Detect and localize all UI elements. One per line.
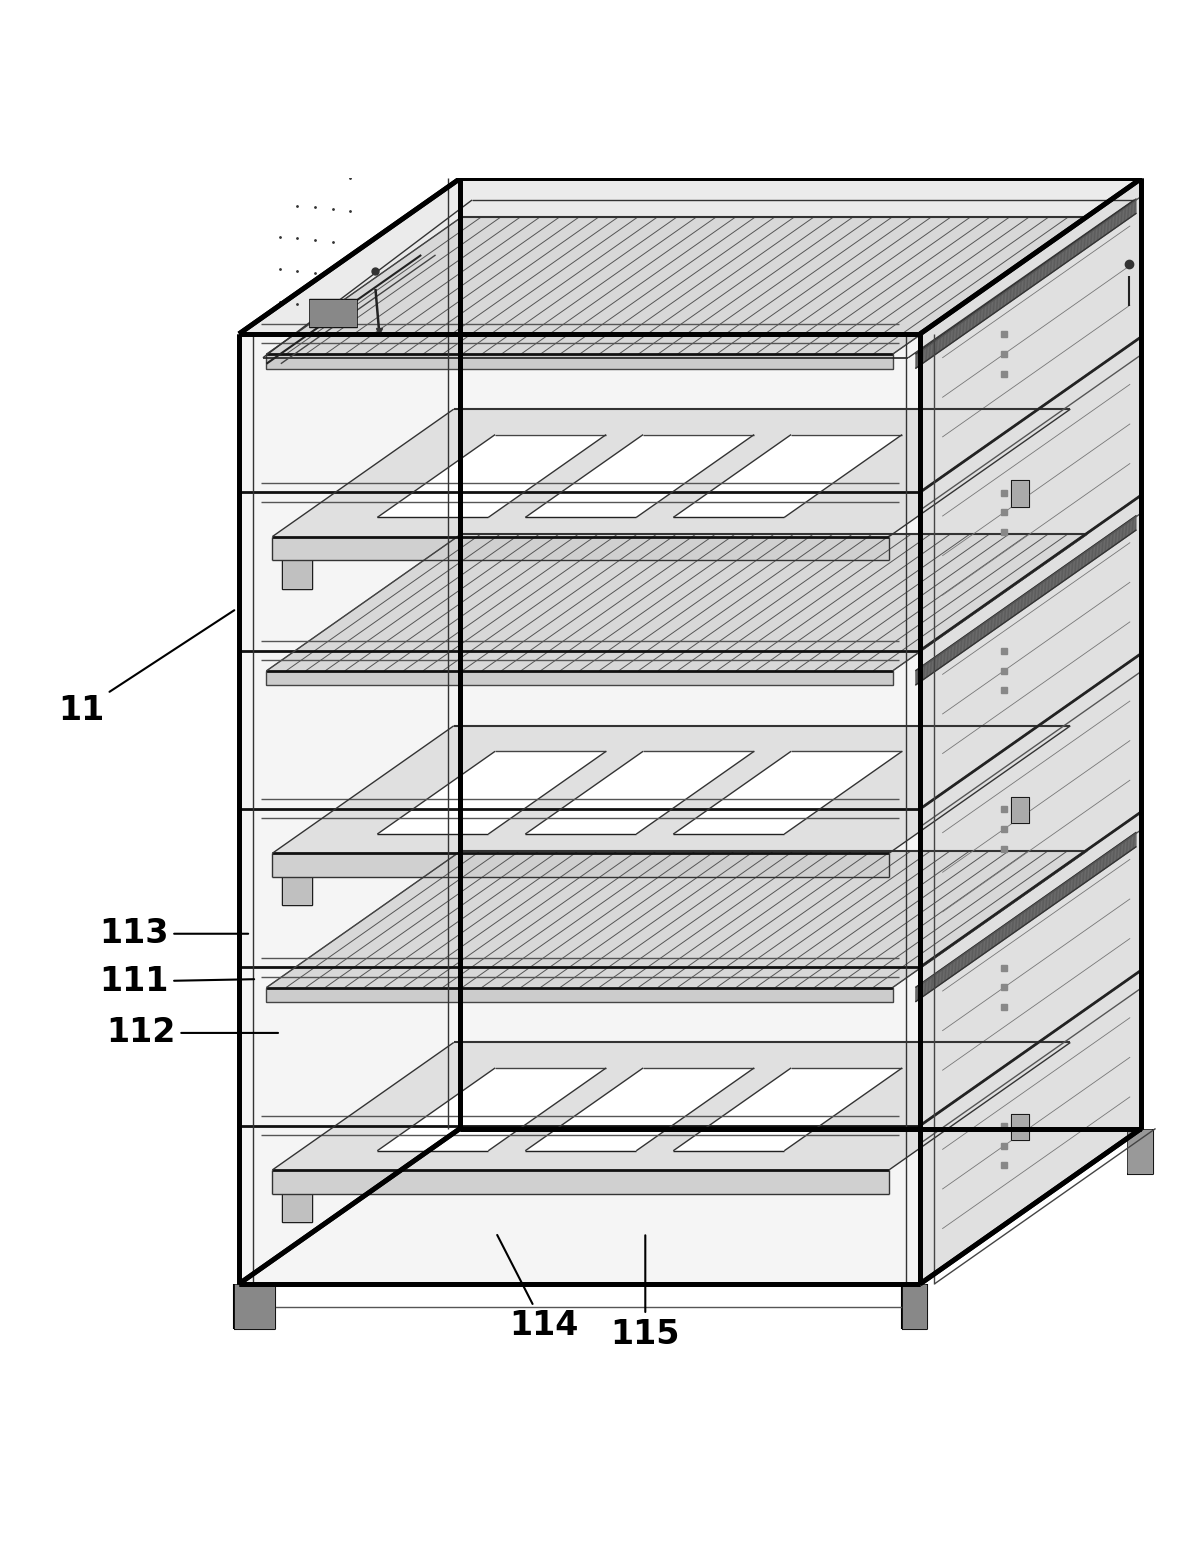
Polygon shape [234, 1284, 275, 1329]
Polygon shape [673, 751, 902, 833]
Polygon shape [272, 410, 1071, 537]
Polygon shape [282, 1193, 312, 1221]
Polygon shape [272, 726, 1071, 854]
Text: 111: 111 [99, 965, 255, 998]
Text: 112: 112 [106, 1017, 278, 1049]
Polygon shape [266, 354, 893, 368]
Text: 114: 114 [497, 1235, 578, 1342]
Polygon shape [282, 877, 312, 905]
Polygon shape [673, 1068, 902, 1150]
Polygon shape [915, 832, 1136, 1003]
Polygon shape [282, 560, 312, 588]
Polygon shape [902, 1284, 927, 1329]
Polygon shape [1011, 798, 1029, 824]
Polygon shape [920, 178, 1141, 1284]
Polygon shape [272, 854, 889, 877]
Polygon shape [378, 751, 606, 833]
Polygon shape [272, 1170, 889, 1193]
Polygon shape [266, 670, 893, 684]
Polygon shape [308, 300, 356, 326]
Polygon shape [266, 850, 1087, 987]
Polygon shape [239, 178, 1141, 334]
Polygon shape [673, 435, 902, 517]
Polygon shape [266, 217, 1087, 354]
Polygon shape [1011, 481, 1029, 506]
Polygon shape [526, 435, 754, 517]
Polygon shape [1127, 1128, 1153, 1173]
Polygon shape [526, 1068, 754, 1150]
Polygon shape [1011, 1114, 1029, 1141]
Polygon shape [378, 435, 606, 517]
Polygon shape [378, 1068, 606, 1150]
Polygon shape [526, 751, 754, 833]
Polygon shape [266, 534, 1087, 670]
Polygon shape [266, 987, 893, 1003]
Polygon shape [272, 1043, 1071, 1170]
Text: 115: 115 [611, 1235, 680, 1350]
Polygon shape [915, 515, 1136, 684]
Polygon shape [915, 199, 1136, 368]
Text: 113: 113 [99, 917, 249, 950]
Text: 11: 11 [59, 610, 234, 726]
Polygon shape [272, 537, 889, 560]
Polygon shape [239, 334, 920, 1284]
